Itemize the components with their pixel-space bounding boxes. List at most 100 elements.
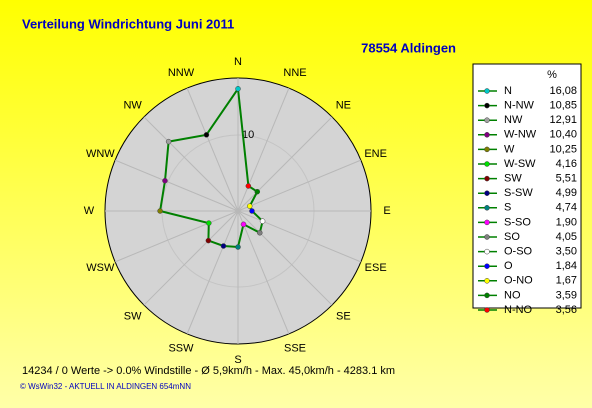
legend-name: S	[504, 202, 511, 214]
spoke	[237, 87, 290, 212]
legend-value: 10,25	[549, 143, 577, 155]
legend-name: N-NW	[504, 100, 535, 112]
legend-marker	[484, 117, 490, 123]
point-marker	[206, 220, 212, 226]
legend-header: %	[547, 69, 557, 81]
legend-marker	[484, 278, 490, 284]
legend-value: 3,59	[556, 289, 577, 301]
legend-value: 4,99	[556, 187, 577, 199]
legend-name: O-SO	[504, 246, 533, 258]
axis-label: WNW	[86, 148, 115, 160]
legend-marker	[484, 161, 490, 167]
legend-marker	[484, 234, 490, 240]
legend-value: 3,50	[556, 246, 577, 258]
legend-marker	[484, 205, 490, 211]
legend-marker	[484, 132, 490, 138]
spoke	[143, 210, 239, 306]
axis-label: S	[234, 354, 241, 366]
spoke	[143, 116, 239, 212]
legend-value: 16,08	[549, 85, 577, 97]
legend-value: 1,84	[556, 260, 577, 272]
spoke	[114, 159, 239, 212]
axis-label: NE	[336, 100, 351, 112]
legend-value: 4,05	[556, 231, 577, 243]
axis-label: SW	[124, 310, 142, 322]
point-marker	[235, 86, 241, 92]
point-marker	[235, 244, 241, 250]
point-marker	[249, 208, 255, 214]
legend-value: 1,67	[556, 275, 577, 287]
axis-label: N	[234, 56, 242, 68]
legend-value: 3,56	[556, 304, 577, 316]
legend-name: N	[504, 85, 512, 97]
axis-label: SSW	[168, 343, 194, 355]
footer: 14234 / 0 Werte -> 0.0% Windstille - Ø 5…	[22, 365, 395, 377]
legend-value: 1,90	[556, 216, 577, 228]
legend-value: 10,40	[549, 129, 577, 141]
legend-value: 4,74	[556, 202, 577, 214]
axis-label: NNE	[283, 67, 306, 79]
legend-name: S-SW	[504, 187, 533, 199]
legend-name: NO	[504, 289, 521, 301]
legend-name: O-NO	[504, 275, 533, 287]
legend-marker	[484, 190, 490, 196]
point-marker	[205, 237, 212, 244]
axis-label: ENE	[364, 148, 387, 160]
spoke	[186, 87, 239, 212]
point-marker	[162, 178, 168, 184]
point-marker	[246, 203, 253, 209]
point-marker	[245, 183, 252, 189]
legend-marker	[484, 292, 490, 299]
legend-value: 4,16	[556, 158, 577, 170]
point-marker	[220, 243, 227, 249]
legend-box	[472, 63, 582, 309]
legend-marker	[484, 146, 490, 153]
legend-marker	[484, 263, 490, 269]
axis-label: NW	[123, 100, 142, 112]
spoke	[237, 210, 333, 306]
legend-name: SO	[504, 231, 520, 243]
legend-name: N-NO	[504, 304, 533, 316]
spoke	[186, 210, 239, 335]
axis-label: E	[383, 205, 390, 217]
legend-marker	[484, 219, 490, 226]
point-marker	[240, 221, 247, 228]
legend-name: O	[504, 260, 513, 272]
axis-label: NNW	[168, 67, 195, 79]
axis-label: SSE	[284, 343, 306, 355]
legend-name: NW	[504, 114, 523, 126]
legend-name: W-SW	[504, 158, 536, 170]
spoke	[237, 159, 362, 212]
axis-label: W	[84, 205, 95, 217]
point-marker	[257, 230, 263, 236]
spoke	[237, 210, 362, 263]
axis-label: WSW	[86, 262, 115, 274]
chart-title: Verteilung Windrichtung Juni 2011	[22, 16, 234, 31]
axis-label: SE	[336, 310, 351, 322]
legend-marker	[484, 175, 490, 182]
spoke	[237, 210, 290, 335]
point-marker	[165, 138, 172, 145]
point-marker	[259, 218, 266, 224]
legend-name: S-SO	[504, 216, 531, 228]
legend-value: 5,51	[556, 173, 577, 185]
axis-label: ESE	[365, 262, 387, 274]
spoke	[114, 210, 239, 263]
chart-subtitle: 78554 Aldingen	[361, 40, 456, 55]
legend-name: W-NW	[504, 129, 537, 141]
spoke	[237, 116, 333, 212]
legend-marker	[484, 248, 490, 255]
legend-value: 10,85	[549, 100, 577, 112]
point-marker	[254, 188, 261, 195]
point-marker	[157, 208, 163, 214]
legend-marker	[484, 88, 490, 94]
legend-marker	[484, 307, 490, 313]
credit: © WsWin32 - AKTUELL IN ALDINGEN 654mNN	[20, 382, 191, 391]
legend-name: SW	[504, 173, 522, 185]
legend-name: W	[504, 143, 515, 155]
r-tick-label: 10	[242, 129, 254, 141]
legend-marker	[484, 102, 490, 109]
point-marker	[203, 132, 210, 138]
legend-value: 12,91	[549, 114, 577, 126]
